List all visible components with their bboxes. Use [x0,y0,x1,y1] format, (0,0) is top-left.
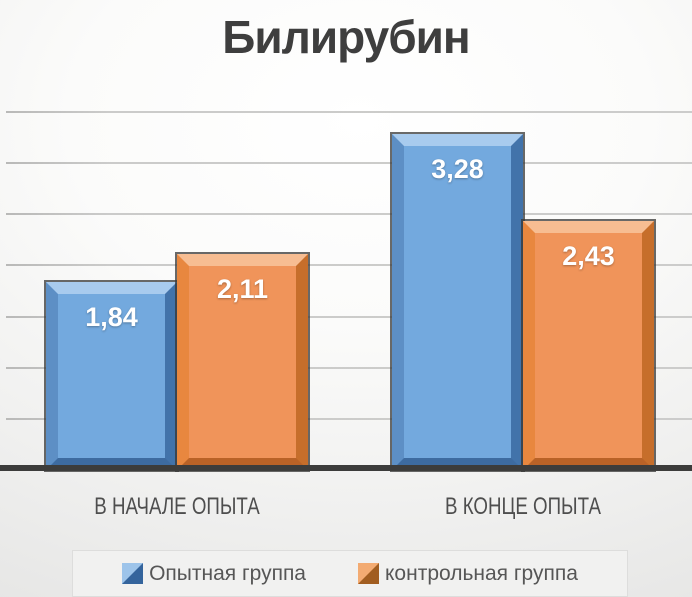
legend-swatch-orange-icon [358,563,379,584]
legend-label-control: контрольная группа [385,561,578,585]
legend-item-control: контрольная группа [358,562,578,586]
gridline [6,418,692,420]
bar-experimental-end: 3,28 [392,134,523,470]
bar-experimental-start: 1,84 [46,282,177,470]
bar-value-label: 3,28 [431,154,484,184]
gridline [6,111,692,113]
bar-control-end: 2,43 [523,221,654,470]
gridline [6,213,692,215]
gridline [6,162,692,164]
legend-label-experimental: Опытная группа [149,561,306,585]
legend: Опытная группа контрольная группа [72,550,628,597]
bar-value-label: 1,84 [85,302,138,332]
category-label-end: В КОНЦЕ ОПЫТА [445,493,601,520]
x-axis-line [0,465,692,471]
legend-item-experimental: Опытная группа [122,562,306,586]
gridline [6,367,692,369]
category-label-start: В НАЧАЛЕ ОПЫТА [94,493,260,520]
legend-swatch-blue-icon [122,563,144,584]
bar-control-start: 2,11 [177,254,308,470]
gridline [6,264,692,266]
gridline [6,316,692,318]
bar-value-label: 2,11 [216,274,269,304]
bar-value-label: 2,43 [562,241,615,271]
chart-title: Билирубин [222,11,470,63]
